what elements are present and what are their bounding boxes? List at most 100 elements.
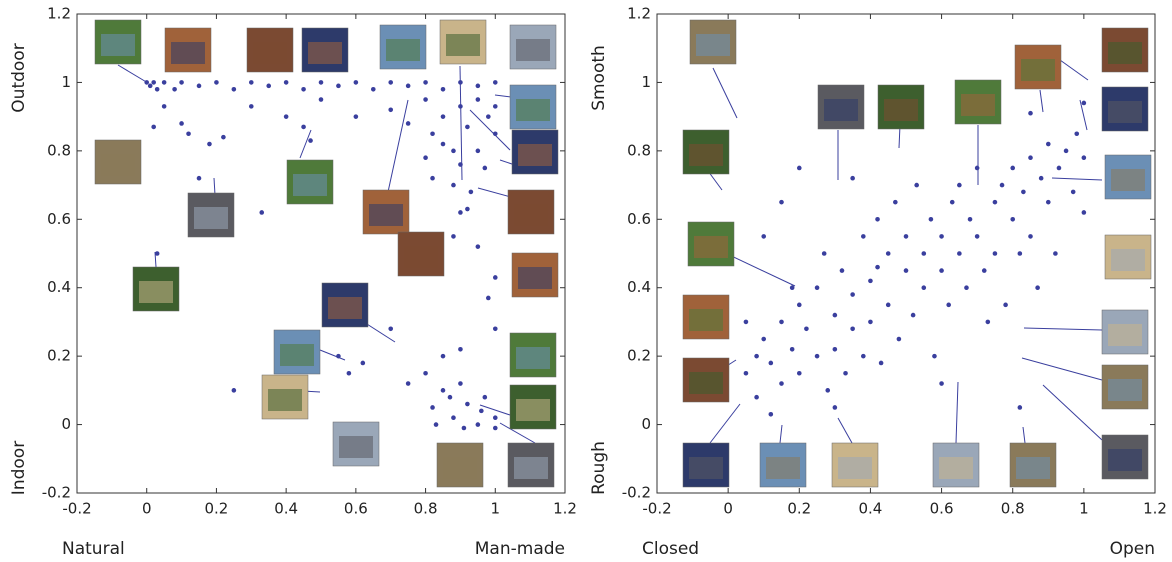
point <box>283 114 289 119</box>
point <box>461 425 467 431</box>
thumbnail-detail <box>689 144 723 166</box>
point <box>921 285 927 291</box>
thumbnail-detail <box>1111 169 1145 191</box>
x-label-left: Closed <box>642 539 699 559</box>
point <box>196 175 202 181</box>
point <box>492 131 498 137</box>
point <box>754 353 759 359</box>
point <box>779 199 784 205</box>
thumbnail-detail <box>838 457 872 479</box>
thumbnail-detail <box>101 34 135 56</box>
point <box>161 80 167 85</box>
point <box>903 234 909 239</box>
x-tick-label: 1.2 <box>1143 500 1167 518</box>
point <box>283 80 289 85</box>
point <box>861 353 866 359</box>
point <box>423 97 428 102</box>
point <box>939 234 944 239</box>
point <box>430 405 435 410</box>
point <box>492 326 498 332</box>
thumbnail-detail <box>328 297 362 319</box>
leader-line <box>1021 357 1103 381</box>
thumbnail-detail <box>1108 324 1142 346</box>
point <box>939 268 944 273</box>
point <box>388 80 394 85</box>
point <box>430 175 435 181</box>
point <box>465 206 470 212</box>
thumbnail-detail <box>516 347 550 369</box>
thumbnail-detail <box>369 204 403 226</box>
y-tick-label: 0 <box>641 415 651 433</box>
leader-line <box>955 381 959 444</box>
thumbnail-detail <box>1016 457 1050 479</box>
point <box>447 394 453 400</box>
point <box>154 251 160 256</box>
point <box>921 251 927 256</box>
thumbnail-detail <box>516 39 550 61</box>
point <box>231 86 237 92</box>
point <box>440 114 446 119</box>
leader-line <box>1039 89 1044 113</box>
point <box>179 80 184 85</box>
point <box>259 210 265 215</box>
point <box>475 148 481 154</box>
point <box>479 408 484 414</box>
thumbnail-detail <box>514 204 548 226</box>
thumbnail-detail <box>308 42 342 64</box>
point <box>999 182 1005 188</box>
leader-line <box>479 404 511 416</box>
point <box>804 326 809 332</box>
point <box>492 415 498 421</box>
point <box>492 80 498 85</box>
point <box>161 104 167 109</box>
point <box>1074 131 1080 137</box>
y-tick-label: 1 <box>641 73 651 91</box>
point <box>186 131 191 137</box>
point <box>964 285 969 291</box>
point <box>231 388 237 393</box>
point <box>440 86 446 92</box>
leader-line <box>837 417 853 444</box>
point <box>843 370 848 376</box>
x-tick-label: 0.2 <box>204 500 228 518</box>
point <box>932 353 937 359</box>
point <box>451 182 456 188</box>
y-tick-label: 0 <box>61 415 71 433</box>
thumbnail-detail <box>194 207 228 229</box>
point <box>1053 251 1058 256</box>
x-label-right: Man-made <box>475 539 565 559</box>
point <box>967 216 973 222</box>
thumbnail-detail <box>293 174 327 196</box>
point <box>423 80 428 85</box>
thumbnail-detail <box>280 344 314 366</box>
point <box>475 97 481 102</box>
leader-line <box>154 251 157 268</box>
point <box>360 360 366 366</box>
point <box>832 347 838 352</box>
leader-line <box>1059 59 1089 81</box>
y-tick-label: 1.2 <box>627 5 651 23</box>
point <box>1070 189 1076 195</box>
point <box>423 370 428 376</box>
leader-line <box>387 99 409 193</box>
point <box>850 292 855 297</box>
thumbnail-detail <box>253 42 287 64</box>
thumbnail-detail <box>961 94 995 116</box>
x-tick-label: 0.8 <box>1001 500 1025 518</box>
point <box>248 104 254 109</box>
y-label-top: Smooth <box>589 45 609 111</box>
leader-line <box>499 422 536 444</box>
point <box>440 353 446 359</box>
point <box>1028 234 1033 239</box>
point <box>1010 165 1016 171</box>
x-tick-label: -0.2 <box>642 500 671 518</box>
thumbnail-detail <box>689 309 723 331</box>
point <box>475 83 481 89</box>
thumbnail-detail <box>139 281 173 303</box>
point <box>451 234 456 239</box>
point <box>1028 155 1033 160</box>
point <box>885 251 891 256</box>
thumbnail-detail <box>824 99 858 121</box>
point <box>903 268 909 273</box>
point <box>154 86 160 92</box>
